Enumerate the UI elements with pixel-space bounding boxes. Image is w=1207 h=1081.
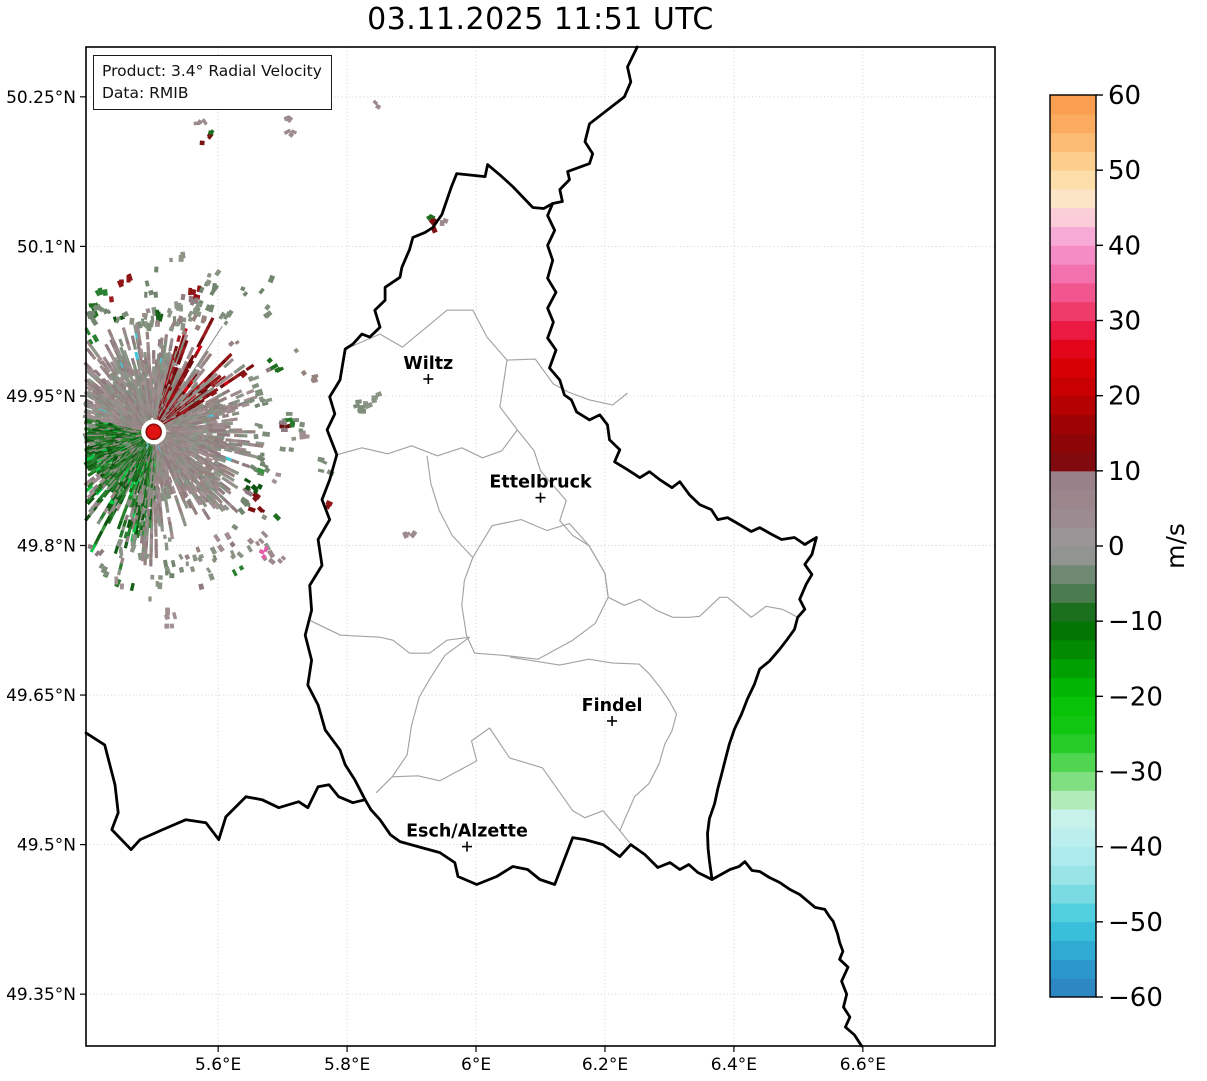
colorbar-tick-label: 40: [1108, 231, 1141, 261]
luxembourg-border: [303, 163, 818, 886]
city-label: Wiltz: [403, 354, 453, 374]
lon-tick-label: 6°E: [461, 1055, 491, 1075]
colorbar: 60 50 40 30 20 10 0 −10 −20 −30 −40 −50 −60 m/s: [1049, 81, 1190, 1013]
lat-tick-label: 49.5°N: [17, 836, 76, 856]
city-label: Esch/Alzette: [406, 822, 528, 842]
district-borders: [309, 309, 798, 843]
lat-tick-label: 50.1°N: [17, 237, 76, 257]
product-info-box: Product: 3.4° Radial Velocity Data: RMIB: [93, 55, 332, 110]
lon-tick-label: 6.6°E: [840, 1055, 886, 1075]
lat-tick-label: 49.35°N: [6, 985, 76, 1005]
city-marker-icon: [607, 715, 618, 726]
colorbar-tick-label: 0: [1108, 532, 1125, 562]
colorbar-tick-label: −40: [1108, 833, 1163, 863]
colorbar-tick-label: 10: [1108, 457, 1141, 487]
city-marker-icon: [462, 841, 473, 852]
colorbar-tick-label: 20: [1108, 382, 1141, 412]
lat-tick-label: 49.8°N: [17, 537, 76, 557]
radar-site-icon: [145, 423, 162, 441]
radar-velocity-field: [82, 99, 449, 629]
colorbar-tick-label: −10: [1108, 607, 1163, 637]
france_belgium-border: [84, 731, 367, 851]
data-source-line: Data: RMIB: [102, 84, 189, 102]
plot-frame: [85, 46, 996, 1047]
colorbar-tick-label: −20: [1108, 682, 1163, 712]
lon-tick-label: 5.8°E: [324, 1055, 370, 1075]
france_germany-border: [710, 860, 863, 1048]
city-label: Findel: [582, 696, 643, 716]
colorbar-tick-label: 60: [1108, 81, 1141, 111]
city-markers: Wiltz Ettelbruck Findel Esch/Alzette: [403, 354, 642, 852]
lat-tick-label: 49.65°N: [6, 686, 76, 706]
belgium_germany-border: [551, 45, 639, 205]
lon-tick-label: 6.2°E: [582, 1055, 628, 1075]
radar-site-marker: [141, 419, 167, 445]
colorbar-tick-label: 50: [1108, 156, 1141, 186]
city-label: Ettelbruck: [489, 473, 592, 493]
lon-tick-label: 6.4°E: [711, 1055, 757, 1075]
axis-ticks-and-labels: 5.6°E 5.8°E 6°E 6.2°E 6.4°E 6.6°E 50.25°N 50.1°…: [6, 88, 886, 1075]
colorbar-tick-label: −50: [1108, 908, 1163, 938]
page-title: 03.11.2025 11:51 UTC: [367, 2, 714, 37]
colorbar-unit-label: m/s: [1161, 523, 1190, 569]
lat-tick-label: 50.25°N: [6, 88, 76, 108]
city-marker-icon: [423, 374, 434, 385]
city-marker-icon: [535, 492, 546, 503]
lon-tick-label: 5.6°E: [195, 1055, 241, 1075]
colorbar-tick-label: −60: [1108, 983, 1163, 1013]
colorbar-tick-label: 30: [1108, 307, 1141, 337]
lat-tick-label: 49.95°N: [6, 387, 76, 407]
country-borders: [84, 45, 863, 1048]
colorbar-tick-label: −30: [1108, 758, 1163, 788]
product-line: Product: 3.4° Radial Velocity: [102, 62, 322, 80]
